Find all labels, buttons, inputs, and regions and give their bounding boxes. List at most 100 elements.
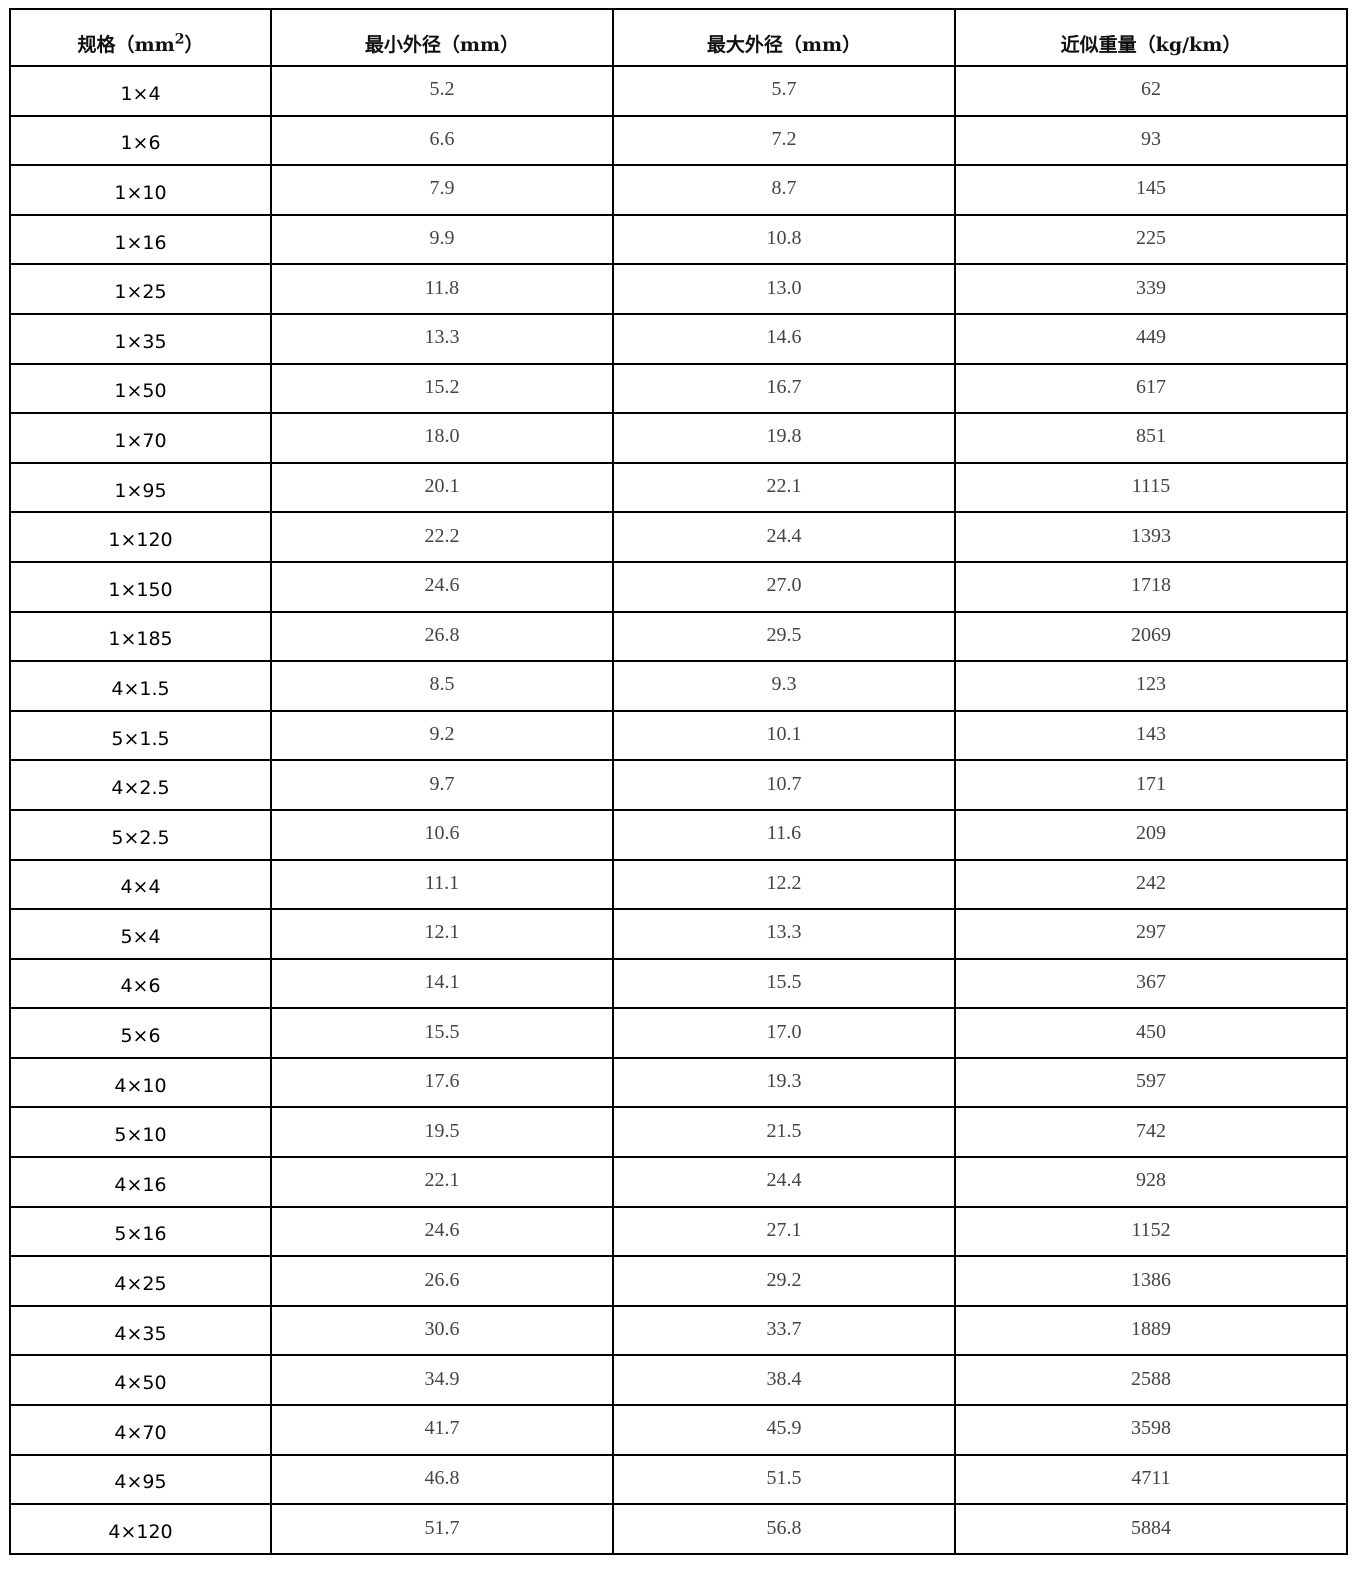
- cell-spec: 5×1.5: [9, 709, 272, 762]
- cell-min-diameter: 7.9: [270, 164, 614, 216]
- cell-max-diameter: 10.7: [612, 759, 956, 811]
- cell-max-diameter: 5.7: [612, 65, 956, 117]
- header-min-diameter: 最小外径（mm）: [270, 8, 614, 67]
- cell-spec: 1×25: [9, 263, 272, 315]
- cell-weight: 742: [954, 1106, 1348, 1159]
- cell-weight: 2069: [954, 610, 1348, 663]
- cell-min-diameter: 14.1: [270, 957, 614, 1010]
- cell-max-diameter: 29.2: [612, 1255, 956, 1307]
- table-row: 1×185 26.8 29.5 2069: [9, 610, 1348, 663]
- cell-weight: 928: [954, 1156, 1348, 1208]
- cell-min-diameter: 9.2: [270, 709, 614, 762]
- cell-spec: 4×6: [9, 957, 272, 1010]
- table-row: 4×10 17.6 19.3 597: [9, 1056, 1348, 1109]
- cell-spec: 1×10: [9, 164, 272, 216]
- cell-spec: 1×95: [9, 461, 272, 514]
- cell-max-diameter: 15.5: [612, 957, 956, 1010]
- cell-min-diameter: 13.3: [270, 312, 614, 365]
- table-row: 5×6 15.5 17.0 450: [9, 1007, 1348, 1059]
- cell-spec: 5×2.5: [9, 808, 272, 861]
- table-row: 4×95 46.8 51.5 4711: [9, 1453, 1348, 1506]
- cell-max-diameter: 14.6: [612, 312, 956, 365]
- cell-weight: 123: [954, 660, 1348, 712]
- cell-weight: 1152: [954, 1205, 1348, 1258]
- cell-max-diameter: 8.7: [612, 164, 956, 216]
- table-row: 1×70 18.0 19.8 851: [9, 412, 1348, 464]
- header-row: 规格（mm2） 最小外径（mm） 最大外径（mm） 近似重量（kg/km）: [9, 8, 1348, 67]
- header-spec: 规格（mm2）: [9, 8, 272, 67]
- cell-min-diameter: 30.6: [270, 1304, 614, 1357]
- cell-min-diameter: 11.1: [270, 858, 614, 911]
- cell-spec: 1×35: [9, 312, 272, 365]
- cable-spec-table: 规格（mm2） 最小外径（mm） 最大外径（mm） 近似重量（kg/km） 1×…: [9, 8, 1348, 1555]
- cell-spec: 4×25: [9, 1255, 272, 1307]
- cell-spec: 4×95: [9, 1453, 272, 1506]
- cell-min-diameter: 12.1: [270, 908, 614, 960]
- header-spec-close: ）: [184, 34, 204, 56]
- cell-max-diameter: 19.3: [612, 1056, 956, 1109]
- cell-spec: 4×50: [9, 1354, 272, 1407]
- cell-weight: 93: [954, 114, 1348, 167]
- header-spec-sup: 2: [174, 31, 185, 48]
- cell-weight: 1718: [954, 560, 1348, 613]
- cell-max-diameter: 33.7: [612, 1304, 956, 1357]
- cell-max-diameter: 45.9: [612, 1404, 956, 1456]
- cell-max-diameter: 13.0: [612, 263, 956, 315]
- table-row: 4×1.5 8.5 9.3 123: [9, 660, 1348, 712]
- table-row: 4×2.5 9.7 10.7 171: [9, 759, 1348, 811]
- table-row: 5×10 19.5 21.5 742: [9, 1106, 1348, 1159]
- cell-min-diameter: 9.7: [270, 759, 614, 811]
- cell-spec: 4×10: [9, 1056, 272, 1109]
- cell-min-diameter: 15.5: [270, 1007, 614, 1059]
- cell-weight: 209: [954, 808, 1348, 861]
- cell-min-diameter: 5.2: [270, 65, 614, 117]
- cell-spec: 4×1.5: [9, 660, 272, 712]
- cell-max-diameter: 10.8: [612, 213, 956, 266]
- cell-min-diameter: 18.0: [270, 412, 614, 464]
- table-row: 1×4 5.2 5.7 62: [9, 65, 1348, 117]
- cell-max-diameter: 51.5: [612, 1453, 956, 1506]
- cell-min-diameter: 22.2: [270, 511, 614, 563]
- table-body: 1×4 5.2 5.7 62 1×6 6.6 7.2 93 1×10 7.9 8.7 145 1×16 9…: [9, 65, 1348, 1555]
- header-spec-label: 规格（mm: [77, 34, 175, 56]
- table-row: 1×35 13.3 14.6 449: [9, 312, 1348, 365]
- table-row: 4×16 22.1 24.4 928: [9, 1156, 1348, 1208]
- cell-weight: 2588: [954, 1354, 1348, 1407]
- cell-weight: 851: [954, 412, 1348, 464]
- cell-weight: 597: [954, 1056, 1348, 1109]
- cell-spec: 4×70: [9, 1404, 272, 1456]
- cell-spec: 4×35: [9, 1304, 272, 1357]
- cell-max-diameter: 24.4: [612, 511, 956, 563]
- cell-spec: 1×4: [9, 65, 272, 117]
- cell-weight: 4711: [954, 1453, 1348, 1506]
- cell-spec: 1×6: [9, 114, 272, 167]
- table-row: 1×150 24.6 27.0 1718: [9, 560, 1348, 613]
- table-row: 5×4 12.1 13.3 297: [9, 908, 1348, 960]
- cell-min-diameter: 26.8: [270, 610, 614, 663]
- table-row: 4×25 26.6 29.2 1386: [9, 1255, 1348, 1307]
- cell-min-diameter: 6.6: [270, 114, 614, 167]
- table-row: 5×16 24.6 27.1 1152: [9, 1205, 1348, 1258]
- cell-weight: 171: [954, 759, 1348, 811]
- cell-spec: 1×150: [9, 560, 272, 613]
- cell-spec: 5×16: [9, 1205, 272, 1258]
- cell-weight: 145: [954, 164, 1348, 216]
- cell-max-diameter: 17.0: [612, 1007, 956, 1059]
- cell-max-diameter: 11.6: [612, 808, 956, 861]
- cell-max-diameter: 24.4: [612, 1156, 956, 1208]
- cell-max-diameter: 38.4: [612, 1354, 956, 1407]
- cell-min-diameter: 34.9: [270, 1354, 614, 1407]
- cell-max-diameter: 10.1: [612, 709, 956, 762]
- cell-min-diameter: 41.7: [270, 1404, 614, 1456]
- cell-weight: 3598: [954, 1404, 1348, 1456]
- cell-weight: 242: [954, 858, 1348, 911]
- cell-min-diameter: 46.8: [270, 1453, 614, 1506]
- cell-min-diameter: 11.8: [270, 263, 614, 315]
- cell-spec: 1×16: [9, 213, 272, 266]
- cell-spec: 5×10: [9, 1106, 272, 1159]
- table-row: 1×95 20.1 22.1 1115: [9, 461, 1348, 514]
- table-row: 4×35 30.6 33.7 1889: [9, 1304, 1348, 1357]
- table-row: 4×4 11.1 12.2 242: [9, 858, 1348, 911]
- cell-weight: 5884: [954, 1503, 1348, 1555]
- cell-weight: 297: [954, 908, 1348, 960]
